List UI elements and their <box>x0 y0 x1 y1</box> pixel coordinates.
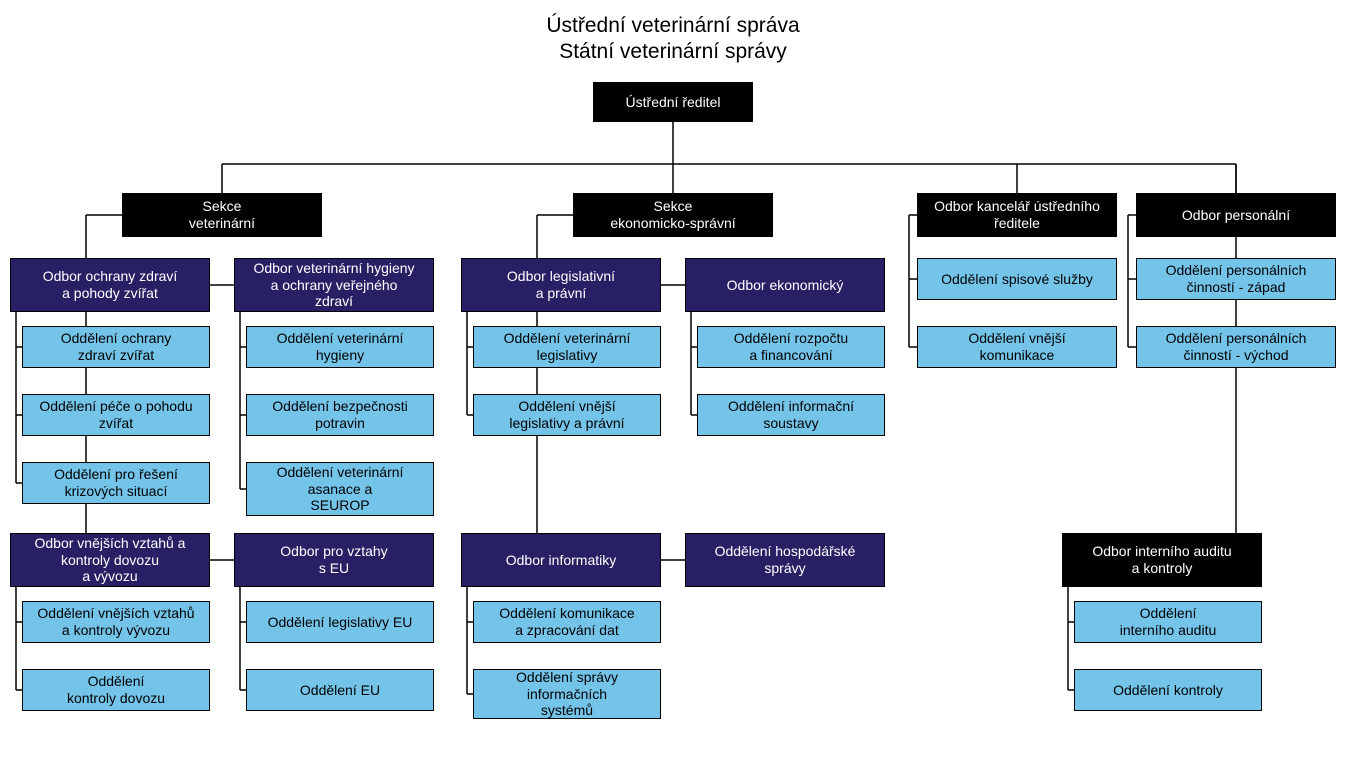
node-s2o3u1: Oddělení komunikacea zpracování dat <box>473 601 661 643</box>
node-s1o4u1: Oddělení legislativy EU <box>246 601 434 643</box>
chart-title: Ústřední veterinární správa Státní veter… <box>0 13 1346 66</box>
node-s2o2u1: Oddělení rozpočtua financování <box>697 326 885 368</box>
node-s2o2u2: Oddělení informačnísoustavy <box>697 394 885 436</box>
title-line-1: Ústřední veterinární správa <box>546 14 799 37</box>
node-s1o1u3: Oddělení pro řešeníkrizových situací <box>22 462 210 504</box>
node-s1o3: Odbor vnějších vztahů akontroly dovozua … <box>10 533 210 587</box>
node-s1o1: Odbor ochrany zdravía pohody zvířat <box>10 258 210 312</box>
node-root: Ústřední ředitel <box>593 82 753 122</box>
node-dep3: Odbor kancelář ústředníhoředitele <box>917 193 1117 237</box>
node-s2o2: Odbor ekonomický <box>685 258 885 312</box>
org-chart: Ústřední veterinární správa Státní veter… <box>0 0 1346 758</box>
node-sec1: Sekceveterinární <box>122 193 322 237</box>
node-d4u2: Oddělení personálníchčinností - východ <box>1136 326 1336 368</box>
node-sec2: Sekceekonomicko-správní <box>573 193 773 237</box>
node-dep4: Odbor personální <box>1136 193 1336 237</box>
title-line-2: Státní veterinární správy <box>559 40 787 63</box>
node-d4u1: Oddělení personálníchčinností - západ <box>1136 258 1336 300</box>
node-s1o4u2: Oddělení EU <box>246 669 434 711</box>
node-d3u2: Oddělení vnějšíkomunikace <box>917 326 1117 368</box>
node-s1o2u1: Oddělení veterinárníhygieny <box>246 326 434 368</box>
node-s1o2u2: Oddělení bezpečnostipotravin <box>246 394 434 436</box>
node-d5u1: Odděleníinterního auditu <box>1074 601 1262 643</box>
node-s2o3: Odbor informatiky <box>461 533 661 587</box>
node-s2o1: Odbor legislativnía právní <box>461 258 661 312</box>
node-s1o3u1: Oddělení vnějších vztahůa kontroly vývoz… <box>22 601 210 643</box>
node-s1o2: Odbor veterinární hygienya ochrany veřej… <box>234 258 434 312</box>
node-s1o1u2: Oddělení péče o pohoduzvířat <box>22 394 210 436</box>
node-s1o4: Odbor pro vztahys EU <box>234 533 434 587</box>
node-s1o2u3: Oddělení veterinárníasanace aSEUROP <box>246 462 434 516</box>
node-s1o1u1: Oddělení ochranyzdraví zvířat <box>22 326 210 368</box>
node-s2o3u2: Oddělení správyinformačníchsystémů <box>473 669 661 719</box>
node-s1o3u2: Odděleníkontroly dovozu <box>22 669 210 711</box>
node-s2o1u2: Oddělení vnějšílegislativy a právní <box>473 394 661 436</box>
node-dep5: Odbor interního auditua kontroly <box>1062 533 1262 587</box>
node-s2x1: Oddělení hospodářskésprávy <box>685 533 885 587</box>
node-d3u1: Oddělení spisové služby <box>917 258 1117 300</box>
node-s2o1u1: Oddělení veterinárnílegislativy <box>473 326 661 368</box>
node-d5u2: Oddělení kontroly <box>1074 669 1262 711</box>
